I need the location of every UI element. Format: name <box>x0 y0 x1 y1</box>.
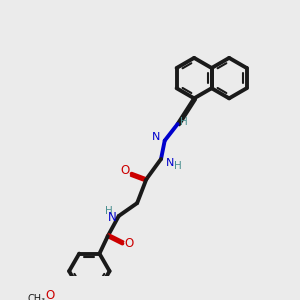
Text: N: N <box>152 132 160 142</box>
Text: O: O <box>124 237 134 250</box>
Text: O: O <box>121 164 130 177</box>
Text: H: H <box>180 117 188 127</box>
Text: H: H <box>174 161 182 171</box>
Text: N: N <box>166 158 174 168</box>
Text: CH₃: CH₃ <box>28 294 46 300</box>
Text: O: O <box>45 290 55 300</box>
Text: N: N <box>108 211 117 224</box>
Text: H: H <box>106 206 113 216</box>
